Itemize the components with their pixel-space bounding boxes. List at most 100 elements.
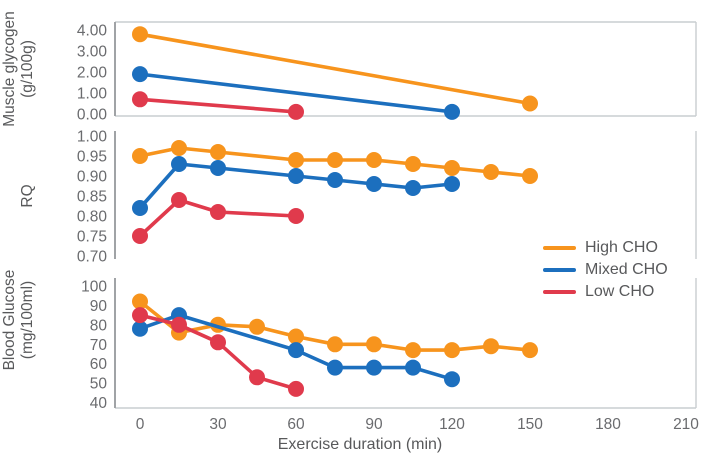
x-tick-label: 30 [209,416,227,433]
blood-glucose-axis-title: Blood Glucose (mg/100ml) [0,235,38,405]
data-point-mixed-cho [444,103,460,120]
data-point-low-cho [132,228,148,244]
blood-glucose-axis-title-line1: Blood Glucose [1,269,18,371]
data-point-low-cho [171,192,187,208]
data-point-mixed-cho [132,320,148,337]
data-point-high-cho [171,140,187,156]
data-point-mixed-cho [366,359,382,376]
series-mixed-cho [132,156,460,216]
data-point-high-cho [483,338,499,355]
data-point-high-cho [522,342,538,359]
series-high-cho [132,140,538,184]
panel-2: 100 90 80 70 60 50 40 [81,278,697,413]
y-tick-labels: 1.00 0.95 0.90 0.85 0.80 0.75 0.70 [77,129,108,266]
data-point-low-cho [288,103,304,120]
series-low-cho [132,91,304,120]
data-point-mixed-cho [405,359,421,376]
data-point-high-cho [132,148,148,164]
x-tick-label: 180 [595,416,621,433]
data-point-low-cho [288,208,304,224]
glycogen-axis-title-line1: Muscle glycogen [1,11,18,127]
data-point-high-cho [327,152,343,168]
x-tick-label: 150 [517,416,543,433]
data-point-mixed-cho [327,172,343,188]
series-line-low-cho [138,198,298,238]
legend-label-low-cho: Low CHO [585,283,655,300]
y-tick-label: 0.00 [77,107,108,124]
y-tick-label: 50 [90,376,108,393]
y-tick-label: 0.80 [77,209,108,226]
y-tick-label: 0.90 [77,169,108,186]
x-tick-label: 120 [439,416,465,433]
y-tick-label: 0.70 [77,249,108,266]
data-point-low-cho [249,369,265,386]
data-point-mixed-cho [132,200,148,216]
legend-label-high-cho: High CHO [585,239,658,256]
data-point-high-cho [249,318,265,335]
series-line-high-cho [138,146,532,178]
panel-0: 4.00 3.00 2.00 1.00 0.00 [77,21,697,124]
data-point-mixed-cho [210,160,226,176]
series-low-cho [132,307,304,397]
series-low-cho [132,192,304,244]
data-point-low-cho [210,334,226,351]
x-axis-title: Exercise duration (min) [277,436,443,453]
data-point-low-cho [132,91,148,108]
data-point-high-cho [132,293,148,310]
x-tick-label: 90 [365,416,383,433]
series-high-cho [132,293,538,359]
y-tick-label: 2.00 [77,65,108,82]
legend: High CHO Mixed CHO Low CHO [543,237,668,303]
data-point-low-cho [132,307,148,324]
series-high-cho [132,26,538,112]
data-point-low-cho [210,204,226,220]
rq-axis-title-line1: RQ [19,184,36,208]
data-point-high-cho [366,336,382,353]
data-point-high-cho [522,95,538,112]
data-point-mixed-cho [288,168,304,184]
data-point-high-cho [288,328,304,345]
y-tick-label: 70 [90,337,108,354]
data-point-high-cho [132,26,148,43]
data-point-high-cho [288,152,304,168]
legend-item-low-cho: Low CHO [543,281,668,303]
rq-axis-title: RQ [18,166,38,226]
data-point-mixed-cho [444,176,460,192]
data-point-high-cho [522,168,538,184]
legend-line-high-cho [543,245,576,251]
data-point-high-cho [327,336,343,353]
y-tick-label: 90 [90,298,108,315]
y-tick-label: 80 [90,317,108,334]
data-point-high-cho [366,152,382,168]
data-point-high-cho [483,164,499,180]
glycogen-axis-title-line2: (g/100g) [19,40,36,98]
legend-label-mixed-cho: Mixed CHO [585,261,668,278]
legend-item-high-cho: High CHO [543,237,668,259]
x-tick-label: 60 [287,416,305,433]
data-point-high-cho [210,144,226,160]
series-line-low-cho [138,97,298,114]
y-tick-label: 1.00 [77,86,108,103]
y-tick-label: 60 [90,356,108,373]
y-tick-labels: 100 90 80 70 60 50 40 [81,279,107,413]
data-point-high-cho [444,342,460,359]
y-tick-label: 3.00 [77,44,108,61]
y-tick-label: 40 [90,395,108,412]
data-point-high-cho [444,160,460,176]
y-tick-label: 100 [81,279,107,296]
x-tick-label: 210 [673,416,699,433]
x-tick-labels: 0 30 60 90 120 150 180 210 [136,416,700,433]
data-point-mixed-cho [444,371,460,388]
x-tick-label: 0 [136,416,145,433]
data-point-high-cho [405,342,421,359]
data-point-mixed-cho [171,156,187,172]
series-line-high-cho [138,32,532,106]
legend-line-mixed-cho [543,267,576,273]
data-point-mixed-cho [366,176,382,192]
data-point-high-cho [405,156,421,172]
legend-item-mixed-cho: Mixed CHO [543,259,668,281]
y-tick-label: 4.00 [77,23,108,40]
data-point-low-cho [288,380,304,397]
